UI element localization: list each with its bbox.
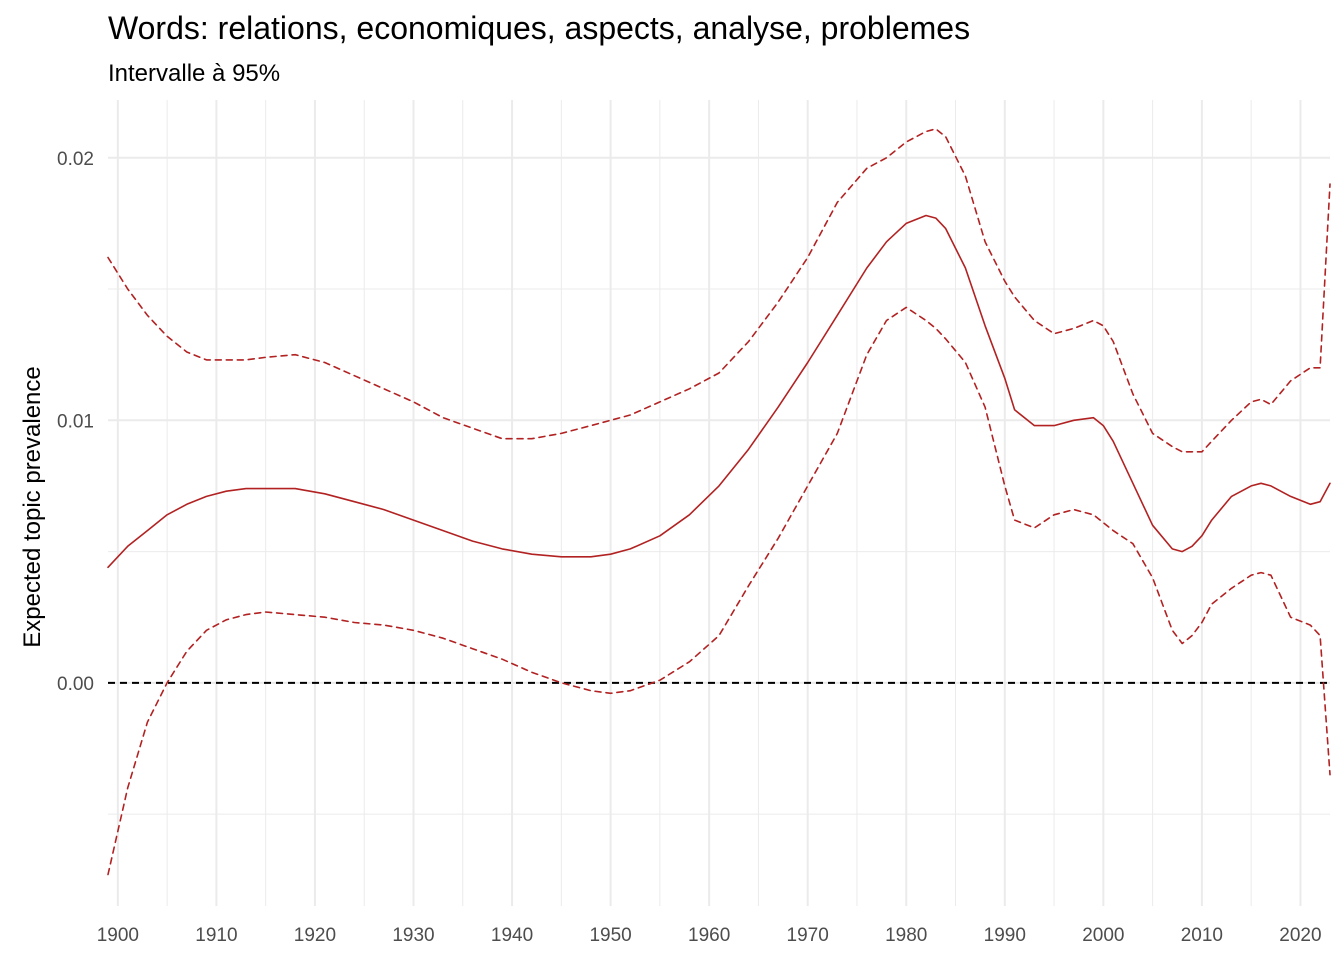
y-tick-label: 0.02 [57, 149, 94, 170]
series-line-upper-95 [107, 128, 1331, 453]
x-tick-label: 2010 [1181, 925, 1223, 946]
x-tick-label: 1910 [195, 925, 237, 946]
series-line-estimate [107, 214, 1331, 569]
x-tick-label: 1980 [885, 925, 927, 946]
series-line-lower-95 [107, 306, 1331, 876]
x-axis: 1900 1910 1920 1930 1940 1950 1960 1970 1980 1990… [97, 925, 1322, 946]
x-tick-label: 1930 [392, 925, 434, 946]
y-axis: 0.00 0.01 0.02 [57, 149, 94, 695]
grid [108, 100, 1330, 906]
y-tick-label: 0.00 [57, 674, 94, 695]
x-tick-label: 1970 [787, 925, 829, 946]
y-tick-label: 0.01 [57, 411, 94, 432]
series-group [107, 128, 1331, 876]
x-tick-label: 1920 [294, 925, 336, 946]
x-tick-label: 1960 [688, 925, 730, 946]
chart-subtitle: Intervalle à 95% [108, 60, 281, 87]
x-tick-label: 1950 [589, 925, 631, 946]
x-tick-label: 1940 [491, 925, 533, 946]
y-axis-label: Expected topic prevalence [19, 366, 46, 648]
chart-title: Words: relations, economiques, aspects, … [108, 10, 971, 46]
x-tick-label: 1990 [984, 925, 1026, 946]
x-tick-label: 1900 [97, 925, 139, 946]
x-tick-label: 2020 [1279, 925, 1321, 946]
x-tick-label: 2000 [1082, 925, 1124, 946]
